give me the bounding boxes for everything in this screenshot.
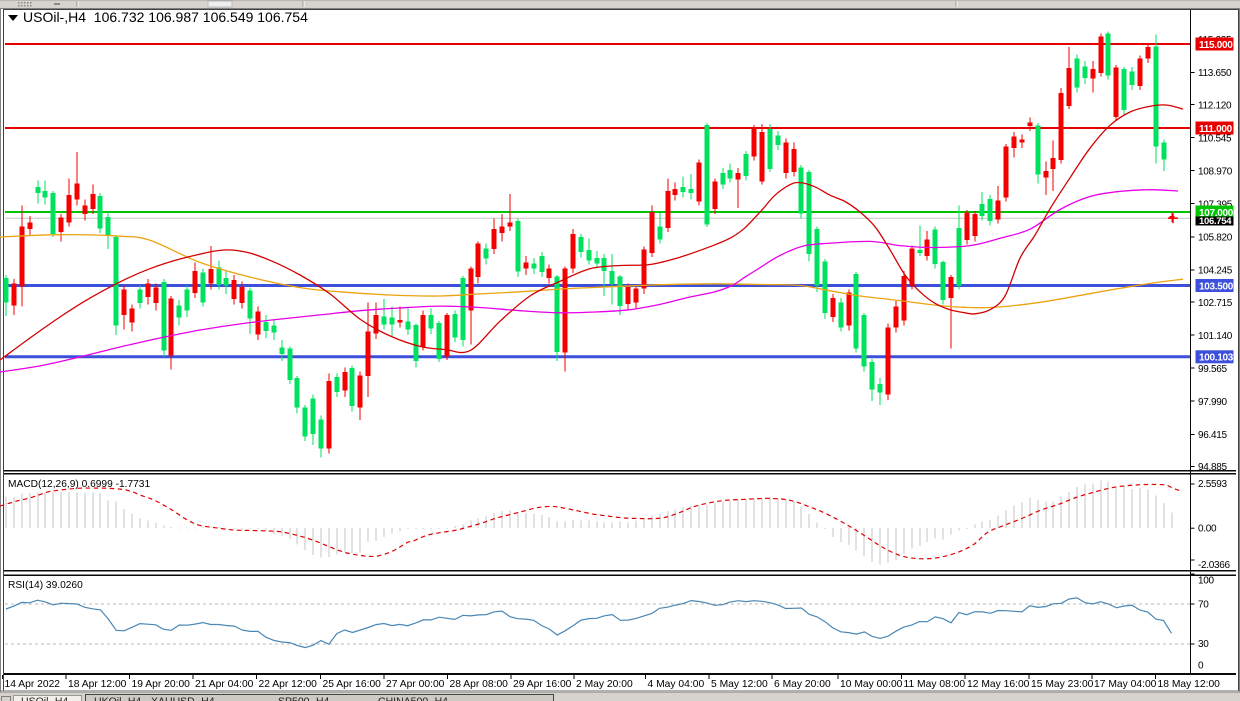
svg-text:19 Apr 20:00: 19 Apr 20:00 xyxy=(132,679,191,690)
svg-text:-2.0366: -2.0366 xyxy=(1198,560,1231,571)
svg-text:XAUUSD-,H4: XAUUSD-,H4 xyxy=(151,696,215,701)
svg-text:113.650: 113.650 xyxy=(1198,68,1232,79)
svg-text:USOil-,H4 106.732 106.987 106: USOil-,H4 106.732 106.987 106.549 106.75… xyxy=(23,9,308,25)
svg-text:17 May 04:00: 17 May 04:00 xyxy=(1094,679,1157,690)
svg-text:11 May 08:00: 11 May 08:00 xyxy=(904,679,966,690)
svg-text:100: 100 xyxy=(1198,576,1215,587)
svg-text:112.120: 112.120 xyxy=(1198,100,1232,111)
svg-text:107.000: 107.000 xyxy=(1199,208,1234,219)
svg-text:10 May 00:00: 10 May 00:00 xyxy=(840,679,903,690)
svg-text:UKOil-,H4: UKOil-,H4 xyxy=(94,696,141,701)
svg-text:25 Apr 16:00: 25 Apr 16:00 xyxy=(323,679,382,690)
svg-text:70: 70 xyxy=(1198,600,1209,611)
svg-text:97.990: 97.990 xyxy=(1198,397,1228,408)
svg-text:SP500-,H4: SP500-,H4 xyxy=(278,696,330,701)
svg-text:104.245: 104.245 xyxy=(1198,266,1233,277)
svg-text:RSI(14) 39.0260: RSI(14) 39.0260 xyxy=(8,580,83,591)
svg-text:27 Apr 00:00: 27 Apr 00:00 xyxy=(386,679,445,690)
svg-text:0.00: 0.00 xyxy=(1198,524,1217,535)
svg-text:21 Apr 04:00: 21 Apr 04:00 xyxy=(195,679,254,690)
svg-text:USOil-,H4: USOil-,H4 xyxy=(21,696,68,701)
svg-text:15 May 23:00: 15 May 23:00 xyxy=(1031,679,1094,690)
svg-text:96.415: 96.415 xyxy=(1198,430,1228,441)
svg-text:2.5593: 2.5593 xyxy=(1198,479,1228,490)
svg-text:30: 30 xyxy=(1198,639,1209,650)
svg-text:100.103: 100.103 xyxy=(1199,353,1234,364)
svg-text:94.885: 94.885 xyxy=(1198,462,1228,473)
svg-text:102.715: 102.715 xyxy=(1198,298,1233,309)
svg-text:105.820: 105.820 xyxy=(1198,233,1233,244)
svg-text:106.754: 106.754 xyxy=(1199,216,1232,227)
svg-text:115.000: 115.000 xyxy=(1199,40,1233,51)
svg-text:29 Apr 16:00: 29 Apr 16:00 xyxy=(513,679,572,690)
svg-text:18 May 12:00: 18 May 12:00 xyxy=(1158,679,1221,690)
svg-text:6 May 20:00: 6 May 20:00 xyxy=(774,679,831,690)
svg-text:CHINA500-,H4: CHINA500-,H4 xyxy=(378,696,448,701)
svg-text:111.000: 111.000 xyxy=(1199,124,1233,135)
svg-text:107.395: 107.395 xyxy=(1198,200,1233,211)
svg-text:108.970: 108.970 xyxy=(1198,166,1233,177)
svg-text:14 Apr 2022: 14 Apr 2022 xyxy=(5,679,61,690)
svg-text:4 May 04:00: 4 May 04:00 xyxy=(648,679,705,690)
svg-text:28 Apr 08:00: 28 Apr 08:00 xyxy=(450,679,509,690)
svg-text:18 Apr 12:00: 18 Apr 12:00 xyxy=(68,679,127,690)
svg-text:110.545: 110.545 xyxy=(1198,133,1232,144)
svg-text:5 May 12:00: 5 May 12:00 xyxy=(711,679,768,690)
svg-text:12 May 16:00: 12 May 16:00 xyxy=(967,679,1030,690)
svg-text:0: 0 xyxy=(1198,660,1204,671)
svg-text:2 May 20:00: 2 May 20:00 xyxy=(576,679,633,690)
svg-text:MACD(12,26,9) 0.6999 -1.7731: MACD(12,26,9) 0.6999 -1.7731 xyxy=(8,479,150,490)
svg-text:22 Apr 12:00: 22 Apr 12:00 xyxy=(259,679,318,690)
svg-text:103.500: 103.500 xyxy=(1199,281,1234,292)
svg-text:99.565: 99.565 xyxy=(1198,364,1228,375)
svg-text:101.140: 101.140 xyxy=(1198,331,1233,342)
